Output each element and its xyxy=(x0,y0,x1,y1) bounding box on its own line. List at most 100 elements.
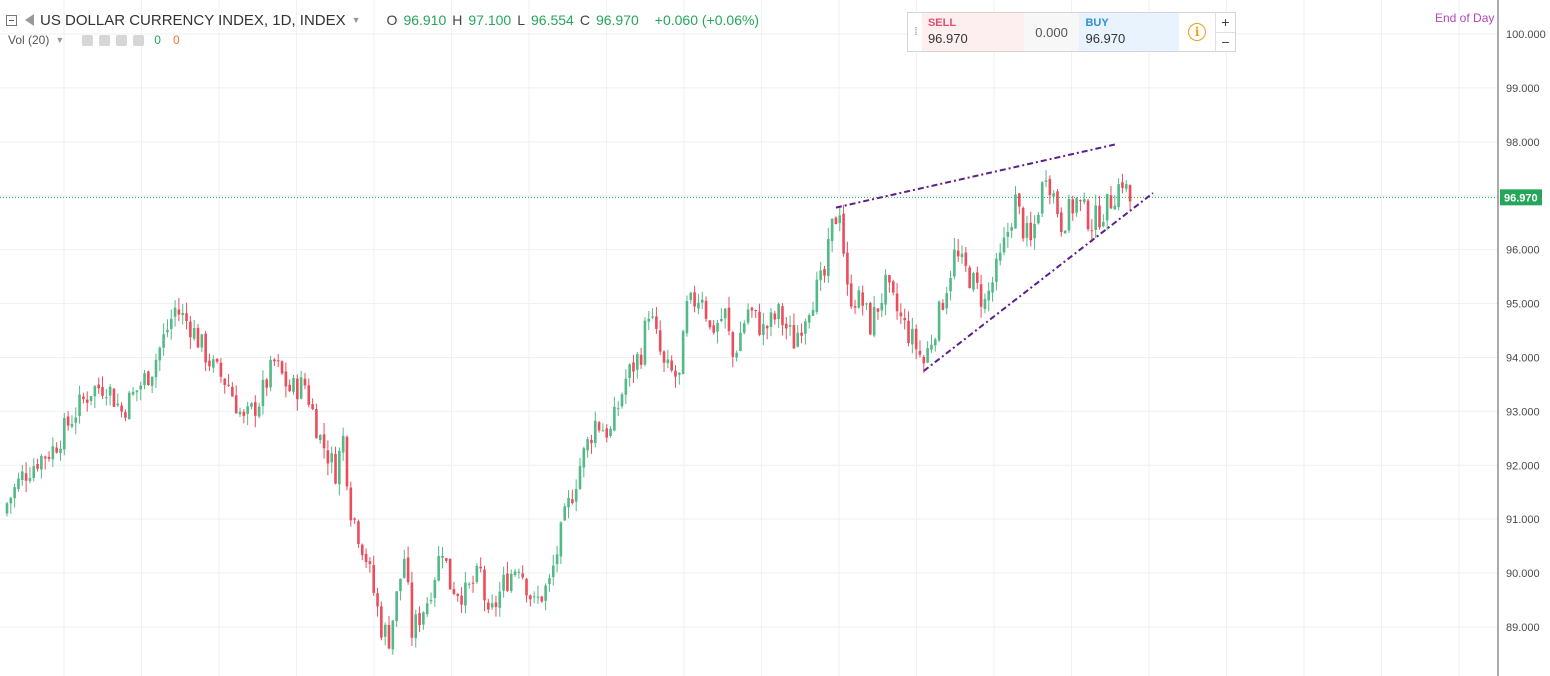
candle-body xyxy=(788,325,792,327)
candle-body xyxy=(574,489,578,502)
candle-body xyxy=(800,332,803,336)
trendline[interactable] xyxy=(835,143,1116,209)
last-price-label: 96.970 xyxy=(1504,192,1538,204)
candle-body xyxy=(131,391,135,395)
sell-price: 96.970 xyxy=(927,31,968,46)
candle-body xyxy=(227,384,230,386)
flag-icon[interactable] xyxy=(25,14,34,26)
candle-body xyxy=(632,362,635,372)
symbol-title[interactable]: US DOLLAR CURRENCY INDEX, 1D, INDEX xyxy=(40,11,346,29)
candle-body xyxy=(1079,200,1082,202)
candle-body xyxy=(777,304,780,320)
candle-body xyxy=(9,497,13,504)
eye-icon[interactable] xyxy=(82,34,94,46)
candle-body xyxy=(636,354,639,370)
candle-body xyxy=(338,450,341,485)
drag-handle-icon[interactable]: ⁞⁞ xyxy=(913,26,918,38)
collapse-square-icon[interactable] xyxy=(6,14,17,26)
candle-body xyxy=(299,377,303,399)
candle-body xyxy=(192,328,196,339)
open-value: 96.910 xyxy=(403,12,447,28)
minus-button[interactable]: − xyxy=(1221,33,1230,50)
candle-body xyxy=(330,453,333,463)
candle-body xyxy=(876,308,880,312)
candle-body xyxy=(257,406,261,417)
candle-body xyxy=(383,624,387,637)
volume-caret-icon[interactable]: ▼ xyxy=(55,35,65,45)
candle-body xyxy=(983,299,987,309)
candle-body xyxy=(953,249,956,277)
candle-body xyxy=(922,356,926,364)
session-label[interactable]: End of Day xyxy=(1435,11,1495,25)
candle-body xyxy=(273,359,276,362)
candle-body xyxy=(784,323,788,329)
dropdown-caret-icon[interactable]: ▼ xyxy=(351,15,361,25)
candle-body xyxy=(395,591,398,622)
add-icon[interactable] xyxy=(116,34,128,46)
candle-body xyxy=(135,390,139,393)
plus-button[interactable]: + xyxy=(1216,13,1235,33)
candle-body xyxy=(120,405,123,412)
buy-button[interactable]: BUY 96.970 xyxy=(1079,13,1180,51)
candle-body xyxy=(437,556,440,581)
candle-body xyxy=(1002,237,1006,253)
candle-body xyxy=(349,487,353,521)
settings-icon[interactable] xyxy=(99,34,111,46)
candle-body xyxy=(43,456,47,459)
open-key: O xyxy=(386,12,398,28)
candle-body xyxy=(975,272,979,283)
candle-body xyxy=(792,325,796,349)
candle-body xyxy=(658,330,662,352)
info-button[interactable]: i xyxy=(1179,13,1215,51)
candle-body xyxy=(345,436,349,487)
candle-body xyxy=(399,578,402,592)
candle-body xyxy=(735,352,738,358)
volume-label[interactable]: Vol (20) xyxy=(8,33,50,47)
candle-body xyxy=(108,386,112,396)
candle-body xyxy=(93,386,97,397)
candle-body xyxy=(998,252,1002,261)
sell-button[interactable]: SELL 96.970 xyxy=(921,13,1024,51)
candle-body xyxy=(341,435,345,453)
candle-body xyxy=(116,403,120,406)
candle-body xyxy=(987,290,991,301)
candle-body xyxy=(700,299,704,303)
candle-body xyxy=(544,585,547,601)
candle-body xyxy=(1063,230,1067,234)
y-tick-label: 99.000 xyxy=(1506,83,1540,95)
candle-body xyxy=(842,213,845,254)
candle-body xyxy=(830,218,834,242)
candle-body xyxy=(433,580,437,599)
trendline[interactable] xyxy=(923,192,1154,372)
candle-body xyxy=(425,603,429,615)
candle-body xyxy=(24,473,28,481)
candle-body xyxy=(150,376,154,386)
candle-body xyxy=(460,595,463,605)
candle-body xyxy=(254,402,257,416)
candle-body xyxy=(567,497,570,508)
candle-body xyxy=(616,408,620,410)
candle-body xyxy=(456,594,460,596)
candle-body xyxy=(479,566,482,569)
candle-body xyxy=(147,371,150,386)
candle-body xyxy=(941,302,945,310)
candle-body xyxy=(303,378,307,386)
candle-body xyxy=(586,439,589,451)
candle-body xyxy=(445,558,448,561)
candle-body xyxy=(559,522,563,557)
candle-body xyxy=(827,239,830,276)
candle-body xyxy=(208,360,211,367)
candle-body xyxy=(357,521,360,544)
candle-body xyxy=(261,379,265,407)
candle-body xyxy=(105,397,108,399)
candle-body xyxy=(429,599,433,602)
close-icon[interactable] xyxy=(133,34,145,46)
y-tick-label: 92.000 xyxy=(1506,460,1540,472)
candle-body xyxy=(697,302,700,309)
candle-body xyxy=(414,614,418,639)
candle-body xyxy=(678,372,681,375)
candle-body xyxy=(750,307,754,311)
